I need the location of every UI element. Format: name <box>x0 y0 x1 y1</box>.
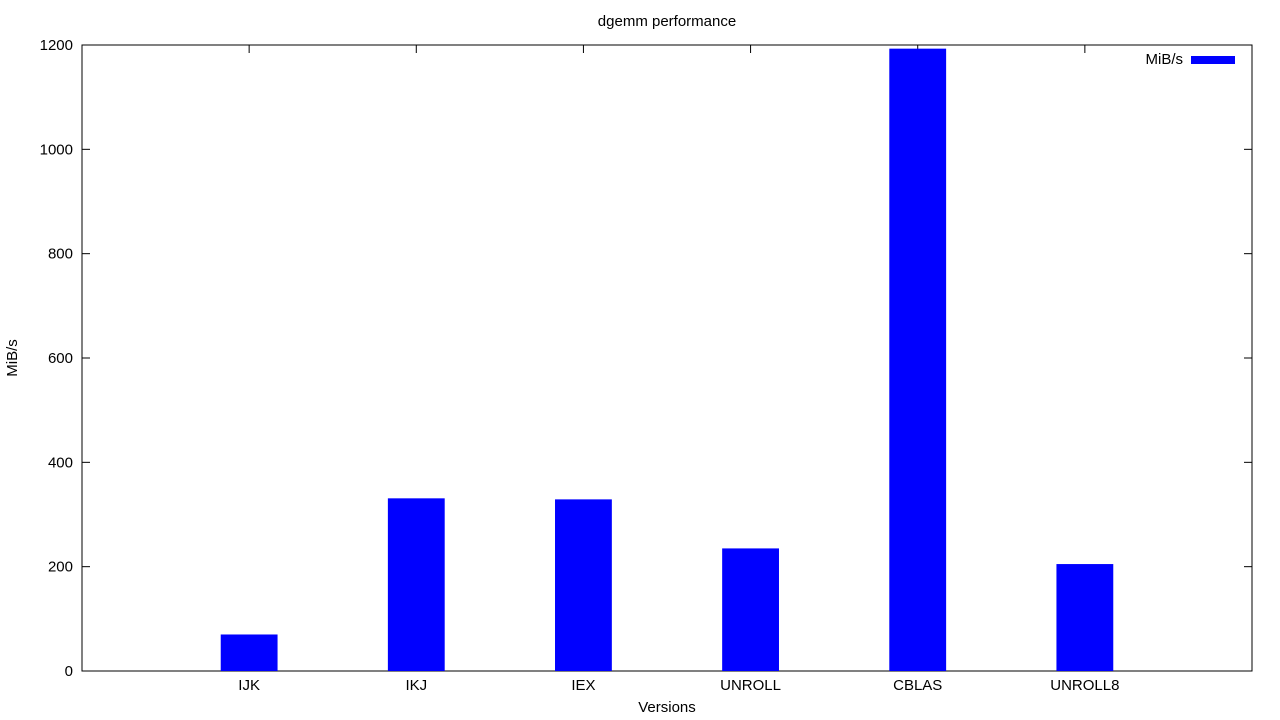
y-tick-label: 1200 <box>40 37 73 54</box>
chart-title: dgemm performance <box>598 13 736 30</box>
x-axis: IJK IKJ IEX UNROLL CBLAS UNROLL8 <box>238 45 1119 694</box>
y-tick-label: 800 <box>48 246 73 263</box>
x-tick-label: CBLAS <box>893 677 942 694</box>
legend: MiB/s <box>1146 51 1235 68</box>
x-tick-label: IKJ <box>405 677 427 694</box>
y-tick-label: 1000 <box>40 141 73 158</box>
x-tick-label: UNROLL <box>720 677 781 694</box>
bar-ikj <box>387 498 445 671</box>
y-axis: 0 200 400 600 800 1000 1200 <box>40 37 1252 680</box>
bar-unroll8 <box>1056 564 1114 671</box>
y-tick-label: 0 <box>65 663 73 680</box>
y-axis-label: MiB/s <box>4 339 21 377</box>
y-tick-label: 600 <box>48 350 73 367</box>
x-axis-label: Versions <box>638 699 696 716</box>
x-tick-label: UNROLL8 <box>1050 677 1119 694</box>
y-tick-label: 400 <box>48 454 73 471</box>
bar-series <box>220 48 1114 671</box>
legend-swatch <box>1191 56 1235 64</box>
bar-unroll <box>722 548 779 671</box>
y-tick-label: 200 <box>48 559 73 576</box>
x-tick-label: IEX <box>571 677 595 694</box>
x-tick-label: IJK <box>238 677 260 694</box>
legend-label: MiB/s <box>1146 51 1184 68</box>
bar-ijk <box>220 634 278 671</box>
bar-cblas <box>889 48 947 671</box>
bar-iex <box>555 499 612 671</box>
